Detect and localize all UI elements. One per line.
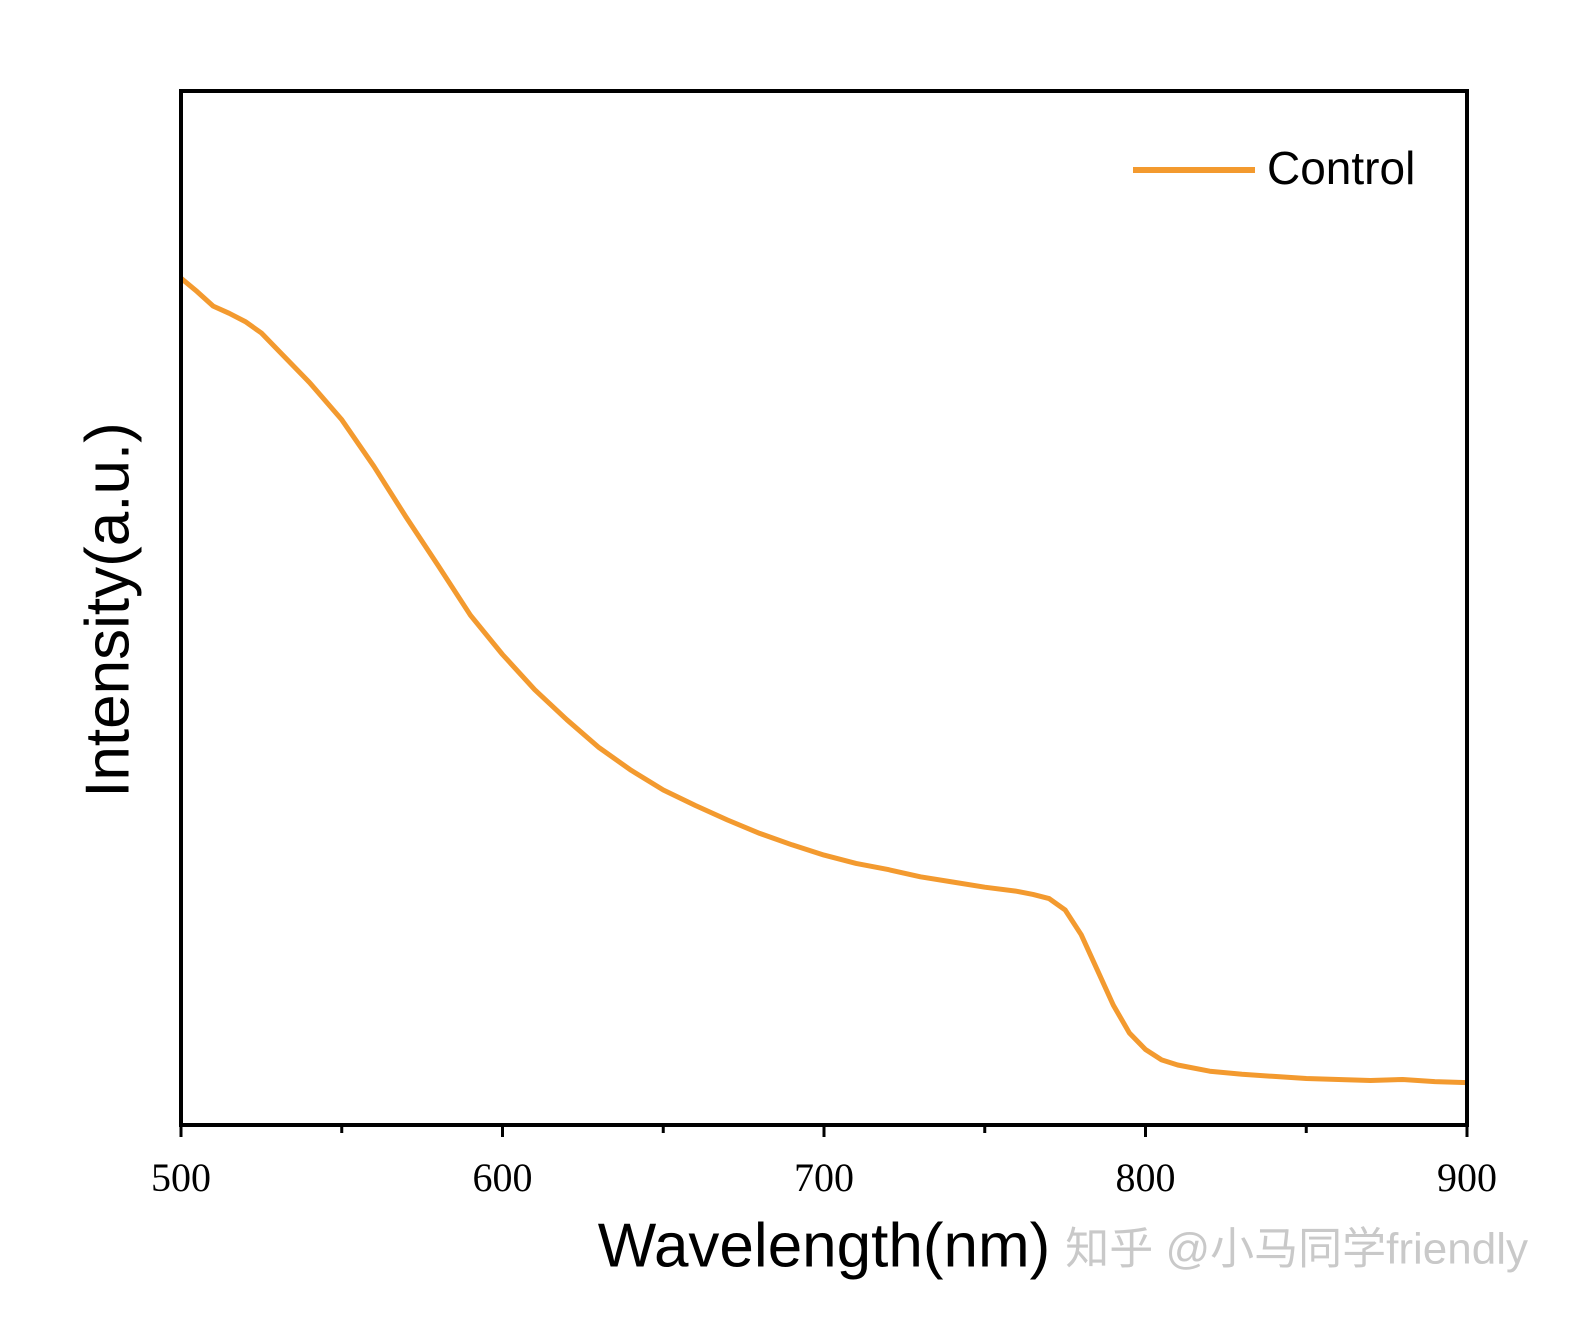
legend-label: Control (1267, 142, 1415, 194)
x-tick-label: 700 (794, 1155, 854, 1200)
data-line (179, 276, 1468, 1086)
watermark: 知乎 @小马同学friendly (1065, 1225, 1528, 1274)
x-tick-label: 900 (1437, 1155, 1497, 1200)
x-tick-label: 600 (473, 1155, 533, 1200)
x-tick-label: 500 (151, 1155, 211, 1200)
x-axis-label: Wavelength(nm) (598, 1211, 1051, 1280)
y-axis-label: Intensity(a.u.) (73, 422, 142, 798)
plot-frame (179, 89, 1469, 1127)
x-tick-label: 800 (1116, 1155, 1176, 1200)
